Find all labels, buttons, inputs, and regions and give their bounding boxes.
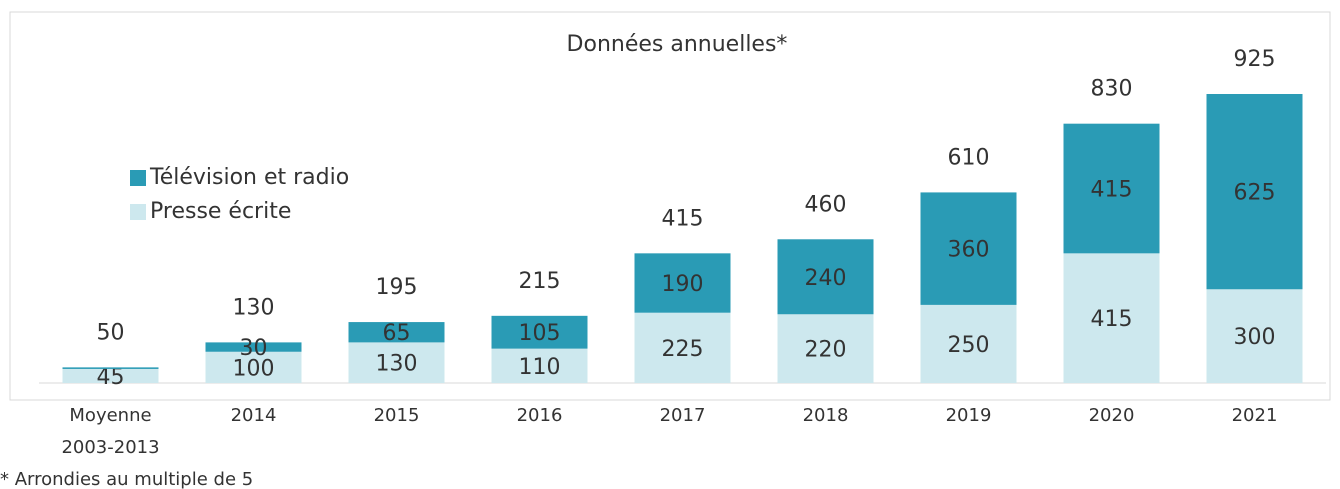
footnote: * Arrondies au multiple de 5 bbox=[0, 469, 253, 489]
bar-segment bbox=[1206, 94, 1303, 290]
value-label: 415 bbox=[1091, 178, 1133, 203]
bar-segment bbox=[777, 314, 874, 383]
plot-frame bbox=[9, 11, 1331, 401]
legend-label: Presse écrite bbox=[150, 199, 291, 224]
total-label: 610 bbox=[948, 145, 990, 170]
bar-segment bbox=[1063, 253, 1160, 383]
value-label: 100 bbox=[233, 356, 275, 381]
bar-segment bbox=[920, 192, 1017, 305]
bar-segment bbox=[920, 304, 1017, 383]
value-label: 110 bbox=[519, 355, 561, 380]
bar-segment bbox=[491, 315, 588, 349]
legend-label: Télévision et radio bbox=[149, 165, 349, 190]
value-label: 360 bbox=[948, 238, 990, 263]
total-label: 130 bbox=[233, 295, 275, 320]
x-tick-label: 2016 bbox=[517, 405, 563, 426]
value-label: 105 bbox=[519, 321, 561, 346]
x-tick-label: 2019 bbox=[946, 405, 992, 426]
bar-segment bbox=[348, 322, 445, 343]
x-tick-label: 2020 bbox=[1089, 405, 1135, 426]
x-tick-label: 2017 bbox=[660, 405, 706, 426]
bar-segment bbox=[62, 368, 159, 383]
total-label: 195 bbox=[376, 275, 418, 300]
chart-title: Données annuelles* bbox=[567, 32, 788, 57]
value-label: 190 bbox=[662, 272, 704, 297]
total-label: 50 bbox=[97, 320, 125, 345]
value-label: 625 bbox=[1234, 181, 1276, 206]
bar-segment bbox=[205, 351, 302, 383]
x-tick-label: 2021 bbox=[1232, 405, 1278, 426]
value-label: 65 bbox=[383, 321, 411, 346]
bar-segment bbox=[634, 312, 731, 383]
value-label: 225 bbox=[662, 337, 704, 362]
x-tick-label: 2018 bbox=[803, 405, 849, 426]
legend-swatch bbox=[130, 170, 146, 186]
legend-swatch bbox=[130, 204, 146, 220]
x-tick-label: Moyenne 2003-2013 bbox=[61, 405, 159, 458]
value-label: 415 bbox=[1091, 307, 1133, 332]
bar-segment bbox=[62, 367, 159, 369]
x-tick-label: 2014 bbox=[231, 405, 277, 426]
total-label: 415 bbox=[662, 206, 704, 231]
bar-segment bbox=[1063, 123, 1160, 254]
bar-segment bbox=[777, 239, 874, 315]
total-label: 215 bbox=[519, 269, 561, 294]
bar-segment bbox=[491, 348, 588, 383]
value-label: 130 bbox=[376, 352, 418, 377]
bar-segment bbox=[634, 253, 731, 313]
x-tick-label: 2015 bbox=[374, 405, 420, 426]
bar-segment bbox=[205, 342, 302, 352]
value-label: 45 bbox=[97, 365, 125, 390]
total-label: 925 bbox=[1234, 47, 1276, 72]
bar-segment bbox=[348, 342, 445, 383]
value-label: 240 bbox=[805, 266, 847, 291]
value-label: 250 bbox=[948, 333, 990, 358]
value-label: 300 bbox=[1234, 325, 1276, 350]
bar-segment bbox=[1206, 289, 1303, 383]
total-label: 460 bbox=[805, 192, 847, 217]
value-label: 220 bbox=[805, 338, 847, 363]
value-label: 30 bbox=[240, 336, 268, 361]
total-label: 830 bbox=[1091, 77, 1133, 102]
